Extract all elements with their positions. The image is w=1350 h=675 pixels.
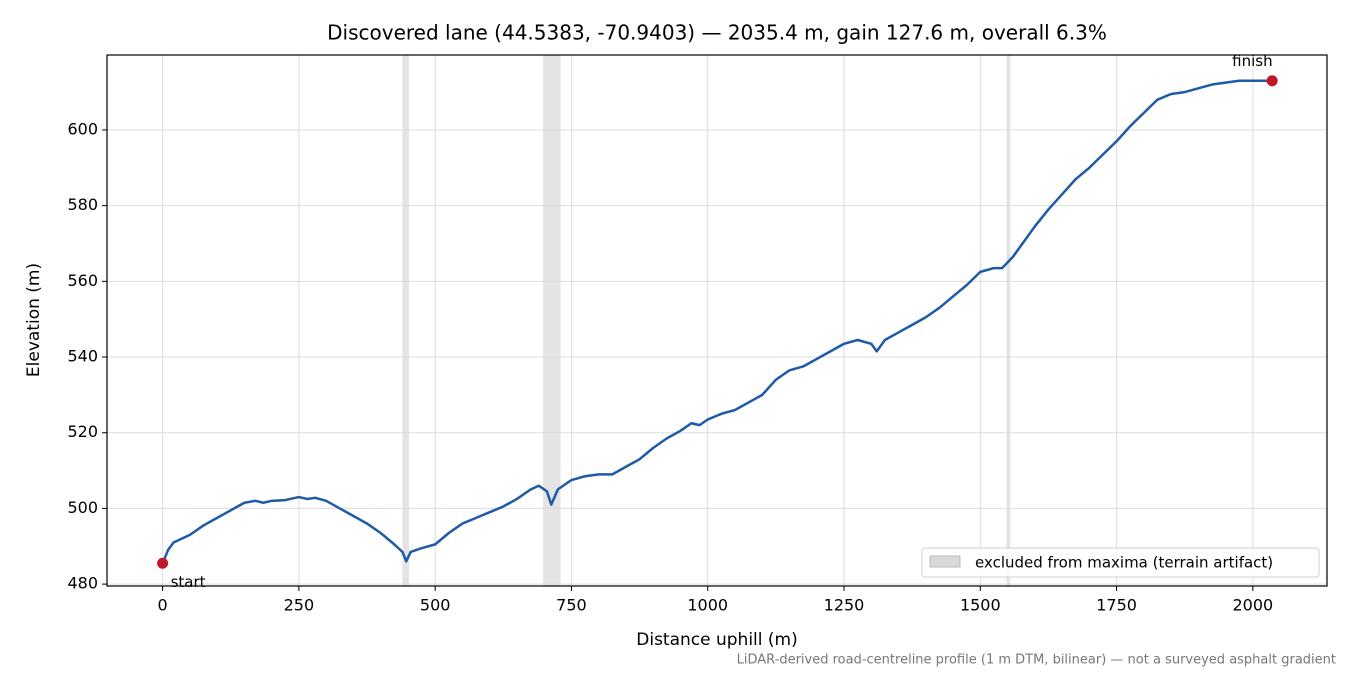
x-tick-label: 1500 [960,596,1001,615]
x-tick-label: 250 [284,596,315,615]
excluded-span [543,55,561,586]
x-tick-label: 1750 [1096,596,1137,615]
chart-title: Discovered lane (44.5383, -70.9403) — 20… [327,21,1107,45]
y-tick-label: 600 [67,119,98,138]
x-tick-label: 750 [556,596,587,615]
x-tick-label: 2000 [1233,596,1274,615]
y-tick-label: 540 [67,347,98,366]
elevation-line [161,79,1272,564]
endpoint-label: finish [1232,52,1272,70]
y-tick-label: 560 [67,271,98,290]
x-tick-label: 1000 [687,596,728,615]
x-tick-label: 1250 [824,596,865,615]
excluded-span [1006,55,1011,586]
endpoint-marker [157,557,169,569]
y-tick-label: 480 [67,574,98,593]
footnote: LiDAR-derived road-centreline profile (1… [737,653,1336,668]
y-tick-label: 500 [67,498,98,517]
y-tick-label: 580 [67,195,98,214]
excluded-span [402,55,410,586]
x-tick-label: 500 [420,596,451,615]
legend-box [921,547,1320,578]
x-tick-label: 0 [158,596,168,615]
legend-label: excluded from maxima (terrain artifact) [975,554,1273,572]
x-axis-label: Distance uphill (m) [636,630,797,650]
plot-frame [106,54,1328,587]
y-axis-label: Elevation (m) [24,263,44,377]
endpoint-marker [1266,75,1278,87]
legend-swatch [929,555,961,568]
y-tick-label: 520 [67,422,98,441]
endpoint-label: start [171,573,206,591]
